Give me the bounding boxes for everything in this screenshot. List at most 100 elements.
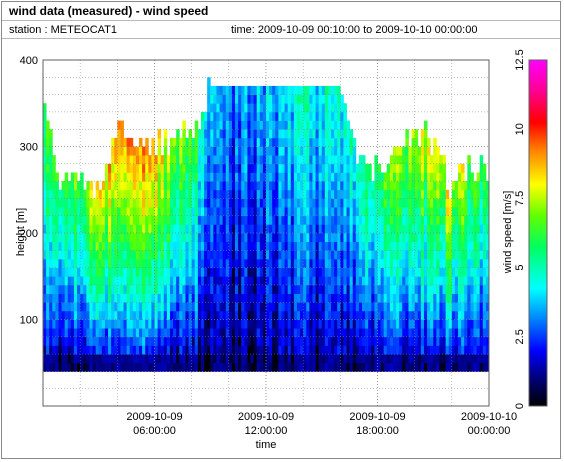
heatmap-cell <box>104 328 109 338</box>
heatmap-cell <box>411 241 416 251</box>
heatmap-cell <box>238 310 242 320</box>
heatmap-cell <box>92 241 97 251</box>
heatmap-cell <box>479 302 484 312</box>
heatmap-cell <box>61 233 66 243</box>
heatmap-cell <box>219 111 224 121</box>
heatmap-cell <box>380 336 385 346</box>
heatmap-cell <box>386 215 391 225</box>
heatmap-cell <box>228 241 233 251</box>
heatmap-cell <box>95 250 100 260</box>
heatmap-cell <box>427 302 431 312</box>
heatmap-cell <box>210 224 214 234</box>
heatmap-cell <box>402 155 406 165</box>
heatmap-cell <box>386 302 391 312</box>
heatmap-cell <box>266 120 270 130</box>
heatmap-cell <box>256 137 261 147</box>
heatmap-cell <box>43 137 47 147</box>
heatmap-cell <box>405 250 409 260</box>
heatmap-cell <box>210 181 214 191</box>
heatmap-cell <box>256 267 261 277</box>
heatmap-cell <box>151 172 155 182</box>
heatmap-cell <box>166 336 171 346</box>
heatmap-cell <box>343 302 347 312</box>
heatmap-cell <box>417 284 422 294</box>
heatmap-cell <box>439 354 443 364</box>
heatmap-cell <box>327 302 332 312</box>
heatmap-cell <box>247 103 251 113</box>
heatmap-cell <box>194 189 199 199</box>
heatmap-cell <box>377 181 381 191</box>
heatmap-cell <box>104 362 109 372</box>
heatmap-cell <box>439 163 443 173</box>
heatmap-cell <box>148 233 152 243</box>
heatmap-cell <box>176 293 180 303</box>
heatmap-cell <box>479 155 484 165</box>
heatmap-cell <box>231 284 236 294</box>
heatmap-cell <box>266 336 270 346</box>
heatmap-cell <box>108 207 112 217</box>
heatmap-cell <box>123 267 128 277</box>
heatmap-cell <box>228 85 233 95</box>
heatmap-cell <box>151 319 155 329</box>
heatmap-cell <box>306 293 310 303</box>
heatmap-cell <box>132 362 137 372</box>
heatmap-cell <box>160 163 165 173</box>
heatmap-cell <box>132 328 137 338</box>
heatmap-cell <box>142 172 146 182</box>
heatmap-cell <box>207 336 211 346</box>
heatmap-cell <box>266 111 270 121</box>
heatmap-cell <box>427 155 431 165</box>
heatmap-cell <box>241 233 245 243</box>
heatmap-cell <box>371 267 375 277</box>
heatmap-cell <box>324 354 329 364</box>
heatmap-cell <box>185 198 189 208</box>
heatmap-cell <box>70 354 75 364</box>
heatmap-cell <box>126 319 131 329</box>
heatmap-cell <box>247 189 251 199</box>
heatmap-cell <box>454 198 459 208</box>
heatmap-cell <box>104 241 109 251</box>
heatmap-cell <box>241 362 245 372</box>
heatmap-cell <box>290 328 295 338</box>
heatmap-cell <box>179 207 183 217</box>
heatmap-cell <box>321 94 326 104</box>
heatmap-cell <box>145 319 149 329</box>
heatmap-cell <box>43 284 47 294</box>
heatmap-cell <box>414 310 419 320</box>
heatmap-cell <box>386 336 391 346</box>
heatmap-cell <box>256 181 261 191</box>
heatmap-cell <box>343 328 347 338</box>
heatmap-cell <box>461 189 465 199</box>
heatmap-cell <box>269 94 273 104</box>
heatmap-cell <box>64 336 69 346</box>
heatmap-cell <box>331 336 335 346</box>
heatmap-cell <box>266 354 270 364</box>
heatmap-cell <box>346 345 351 355</box>
heatmap-cell <box>451 207 456 217</box>
heatmap-cell <box>278 336 282 346</box>
colorbar <box>528 59 548 407</box>
heatmap-cell <box>58 198 62 208</box>
heatmap-cell <box>358 215 363 225</box>
heatmap-cell <box>117 354 121 364</box>
heatmap-cell <box>58 250 62 260</box>
heatmap-cell <box>157 172 162 182</box>
heatmap-cell <box>247 120 251 130</box>
heatmap-cell <box>123 189 128 199</box>
heatmap-cell <box>334 120 338 130</box>
heatmap-cell <box>219 354 224 364</box>
heatmap-cell <box>266 233 270 243</box>
heatmap-cell <box>197 233 202 243</box>
heatmap-cell <box>343 111 347 121</box>
heatmap-cell <box>433 215 437 225</box>
heatmap-cell <box>238 241 242 251</box>
heatmap-cell <box>281 198 285 208</box>
heatmap-cell <box>185 302 189 312</box>
heatmap-cell <box>222 120 227 130</box>
heatmap-cell <box>67 362 72 372</box>
heatmap-cell <box>219 284 224 294</box>
heatmap-cell <box>300 250 304 260</box>
heatmap-cell <box>204 155 208 165</box>
heatmap-cell <box>135 172 140 182</box>
heatmap-cell <box>117 189 121 199</box>
